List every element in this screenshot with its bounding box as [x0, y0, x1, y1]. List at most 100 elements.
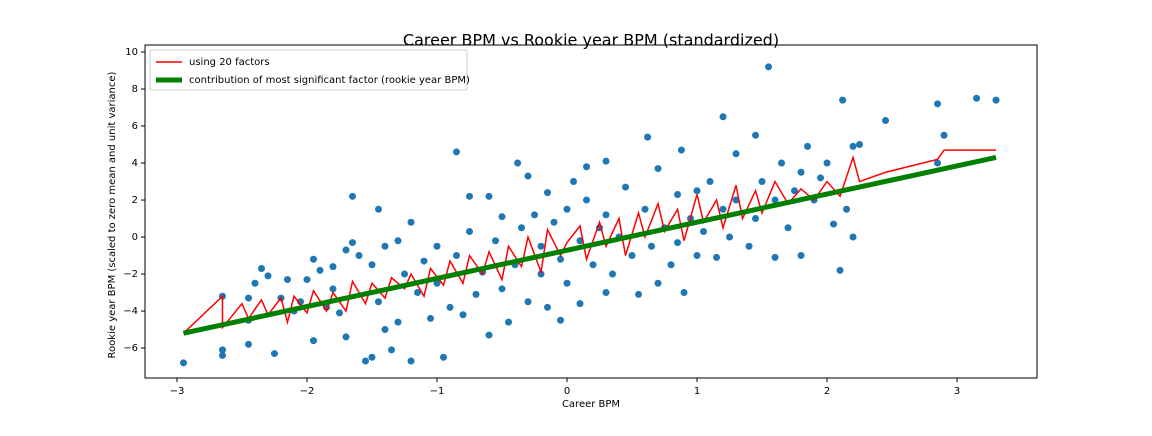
point — [973, 94, 981, 102]
point — [466, 227, 474, 235]
point — [817, 174, 825, 182]
point — [849, 142, 857, 150]
point — [329, 285, 337, 293]
point — [355, 252, 363, 260]
y-tick-label: 8 — [132, 84, 138, 95]
point — [765, 63, 773, 71]
point — [882, 116, 890, 124]
point — [843, 205, 851, 213]
point — [644, 133, 652, 141]
chart-title: Career BPM vs Rookie year BPM (standardi… — [403, 31, 779, 50]
point — [823, 159, 831, 167]
point — [505, 318, 513, 326]
point — [602, 157, 610, 165]
point — [485, 192, 493, 200]
point — [309, 255, 317, 263]
point — [992, 96, 1000, 104]
point — [628, 252, 636, 260]
point — [433, 242, 441, 250]
point — [453, 148, 461, 156]
point — [459, 311, 467, 319]
point — [335, 309, 343, 317]
point — [342, 333, 350, 341]
point — [589, 261, 597, 269]
point — [557, 316, 565, 324]
point — [394, 237, 402, 245]
point — [583, 163, 591, 171]
point — [557, 255, 565, 263]
point — [745, 242, 753, 250]
point — [654, 165, 662, 173]
point — [348, 239, 356, 247]
point — [576, 300, 584, 308]
y-tick-label: 6 — [132, 121, 138, 132]
point — [401, 270, 409, 278]
point — [570, 178, 578, 186]
point — [674, 239, 682, 247]
point — [752, 131, 760, 139]
point — [257, 264, 265, 272]
point — [270, 350, 278, 358]
y-tick-label: −2 — [123, 269, 138, 280]
point — [420, 257, 428, 265]
point — [283, 276, 291, 284]
point — [830, 220, 838, 228]
x-axis-label: Career BPM — [562, 399, 620, 410]
y-tick-label: 0 — [132, 232, 138, 243]
legend-label: using 20 factors — [189, 57, 270, 68]
point — [303, 276, 311, 284]
point — [407, 357, 415, 365]
point — [576, 237, 584, 245]
point — [940, 131, 948, 139]
point — [849, 233, 857, 241]
point — [693, 252, 701, 260]
x-tick-label: −2 — [300, 386, 315, 397]
point — [804, 142, 812, 150]
point — [316, 266, 324, 274]
point — [368, 261, 376, 269]
point — [934, 100, 942, 108]
point — [797, 168, 805, 176]
point — [544, 189, 552, 197]
point — [472, 290, 480, 298]
y-tick-label: 4 — [132, 158, 138, 169]
legend-label: contribution of most significant factor … — [189, 75, 470, 86]
point — [524, 172, 532, 180]
point — [677, 146, 685, 154]
point — [758, 178, 766, 186]
point — [387, 346, 395, 354]
point — [524, 298, 532, 306]
point — [778, 159, 786, 167]
point — [433, 279, 441, 287]
point — [537, 242, 545, 250]
point — [394, 318, 402, 326]
point — [706, 178, 714, 186]
point — [361, 357, 369, 365]
point — [622, 183, 630, 191]
point — [264, 272, 272, 280]
point — [791, 187, 799, 195]
point — [726, 233, 734, 241]
point — [771, 196, 779, 204]
point — [693, 187, 701, 195]
point — [674, 190, 682, 198]
point — [609, 270, 617, 278]
point — [531, 211, 539, 219]
y-axis-label: Rookie year BPM (scaled to zero mean and… — [107, 71, 118, 358]
y-tick-label: −6 — [123, 343, 138, 354]
point — [934, 159, 942, 167]
point — [514, 159, 522, 167]
point — [784, 224, 792, 232]
point — [667, 261, 675, 269]
point — [719, 205, 727, 213]
point — [427, 314, 435, 322]
point — [244, 340, 252, 348]
point — [856, 141, 864, 149]
y-tick-label: 10 — [125, 47, 138, 58]
point — [218, 351, 226, 359]
legend-box — [149, 49, 468, 91]
point — [839, 96, 847, 104]
x-tick-label: −3 — [170, 386, 185, 397]
y-tick-label: −4 — [123, 306, 138, 317]
point — [719, 113, 727, 121]
